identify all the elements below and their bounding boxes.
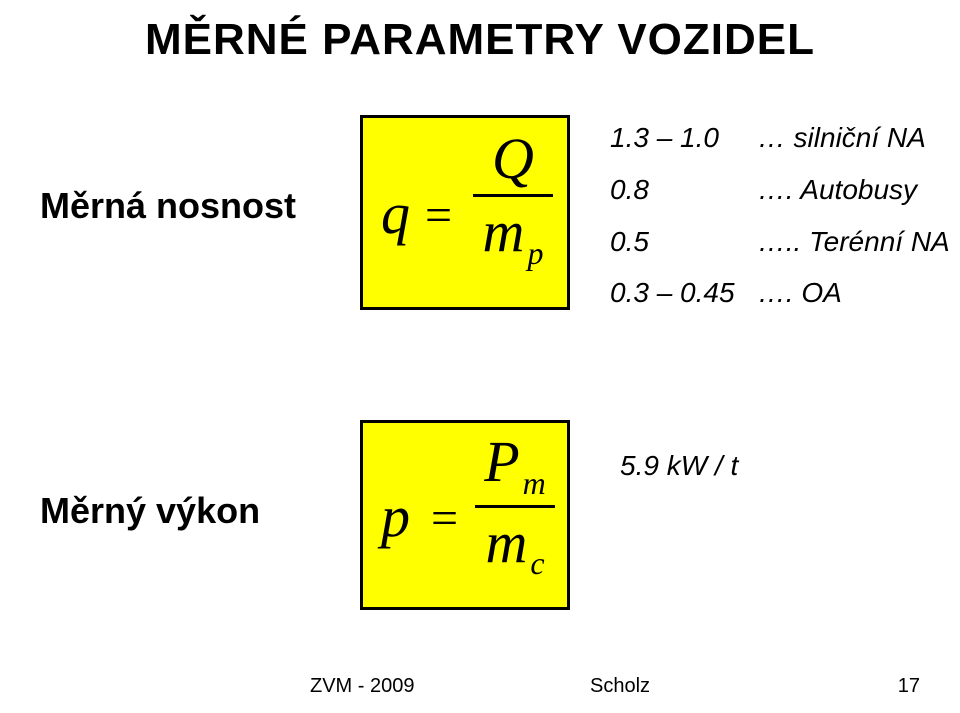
fraction-numerator: Pm [475, 433, 555, 499]
equals-sign: = [431, 491, 458, 546]
fraction: Pm mc [475, 433, 555, 579]
slide: MĚRNÉ PARAMETRY VOZIDEL Měrná nosnost q … [0, 0, 960, 713]
value-row: 0.5 ….. Terénní NA [610, 216, 950, 268]
value-row: 0.8 …. Autobusy [610, 164, 950, 216]
footer-page-number: 17 [898, 675, 920, 698]
denominator-var: m [485, 510, 527, 575]
numerator-sub: m [523, 465, 546, 501]
denominator-sub: c [530, 545, 544, 581]
label-spec-power: Měrný výkon [40, 490, 260, 532]
formula-lhs: q [381, 180, 410, 247]
value-range: 0.8 [610, 164, 750, 216]
page-title: MĚRNÉ PARAMETRY VOZIDEL [0, 15, 960, 65]
formula-spec-load-box: q = Q mp [360, 115, 570, 310]
denominator-var: m [483, 199, 525, 264]
footer-center: Scholz [590, 675, 650, 698]
value-range: 1.3 – 1.0 [610, 112, 750, 164]
fraction-denominator: mp [473, 203, 553, 269]
value-desc: ….. Terénní NA [758, 226, 950, 257]
value-desc: … silniční NA [758, 122, 926, 153]
numerator-var: P [484, 429, 519, 494]
spec-load-values: 1.3 – 1.0 … silniční NA 0.8 …. Autobusy … [610, 112, 950, 319]
equals-sign: = [425, 188, 452, 243]
formula-spec-load: q = Q mp [363, 118, 567, 307]
fraction-denominator: mc [475, 514, 555, 580]
value-row: 0.3 – 0.45 …. OA [610, 267, 950, 319]
value-desc: …. Autobusy [758, 174, 917, 205]
value-range: 0.3 – 0.45 [610, 267, 750, 319]
footer-left: ZVM - 2009 [310, 675, 414, 698]
fraction-numerator: Q [473, 130, 553, 188]
formula-spec-power-box: p = Pm mc [360, 420, 570, 610]
fraction-bar [475, 505, 555, 508]
fraction: Q mp [473, 130, 553, 269]
formula-lhs: p [381, 483, 410, 550]
value-range: 0.5 [610, 216, 750, 268]
label-spec-load: Měrná nosnost [40, 185, 296, 227]
spec-power-value: 5.9 kW / t [620, 450, 738, 482]
fraction-bar [473, 194, 553, 197]
value-desc: …. OA [758, 277, 842, 308]
denominator-sub: p [527, 235, 543, 271]
formula-spec-power: p = Pm mc [363, 423, 567, 607]
value-row: 1.3 – 1.0 … silniční NA [610, 112, 950, 164]
